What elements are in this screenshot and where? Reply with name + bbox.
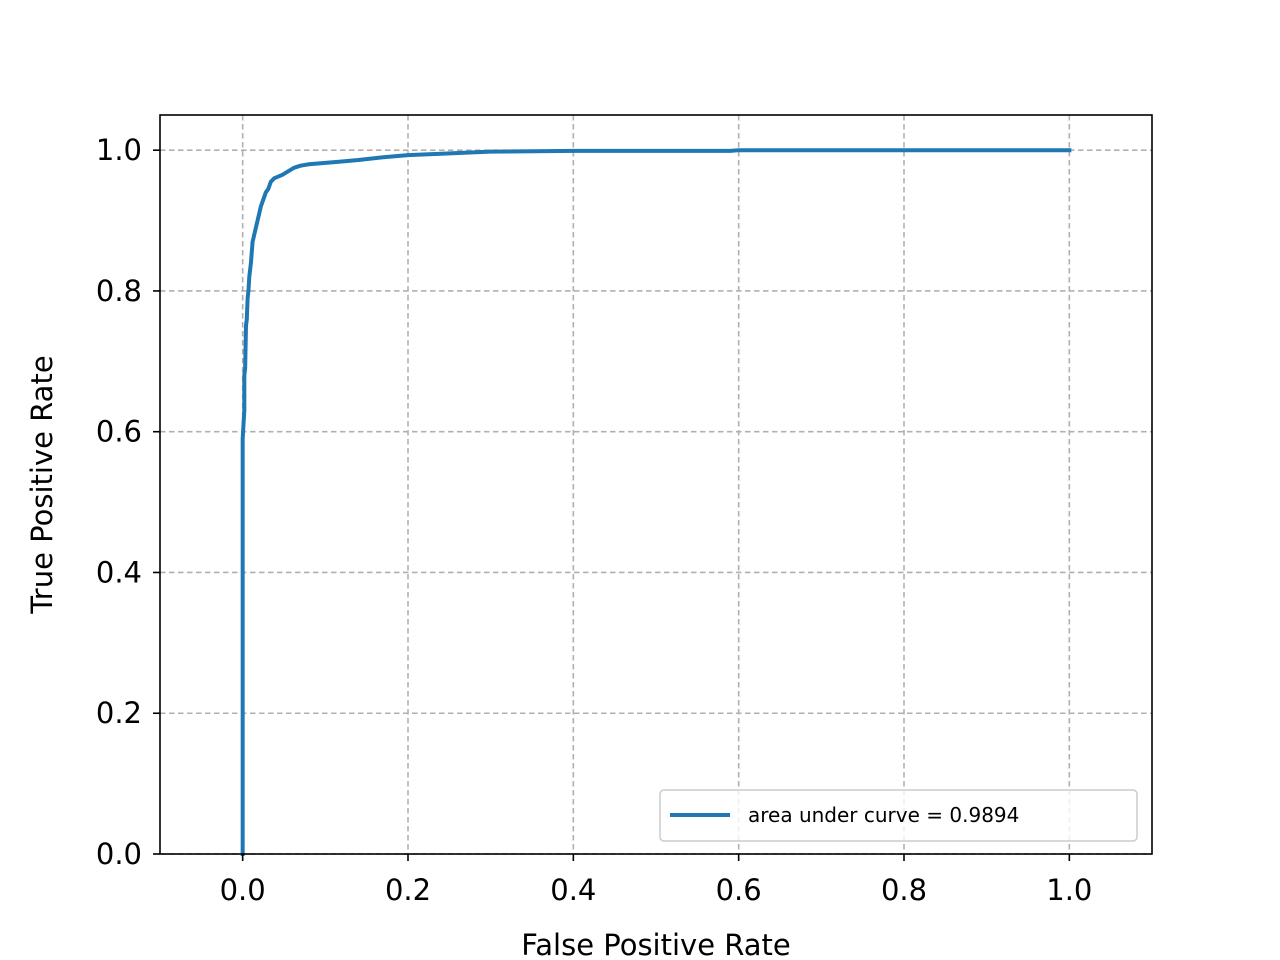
y-axis-label: True Positive Rate: [25, 355, 59, 614]
x-tick-label: 1.0: [1046, 873, 1092, 907]
x-tick-label: 0.4: [550, 873, 596, 907]
y-tick-label: 0.8: [96, 274, 142, 308]
legend-label: area under curve = 0.9894: [748, 803, 1019, 827]
y-tick-label: 0.2: [96, 696, 142, 730]
x-tick-label: 0.0: [220, 873, 266, 907]
legend-box: [659, 789, 1138, 842]
axis-ticks: 0.0 0.2 0.4 0.6 0.8 1.0 0.0 0.2 0.4 0.6 0.8 1.0: [96, 133, 1093, 907]
y-tick-label: 0.4: [96, 555, 142, 589]
x-axis-label: False Positive Rate: [521, 928, 791, 960]
plot-frame: [159, 114, 1153, 855]
y-tick-label: 0.6: [96, 415, 142, 449]
x-tick-label: 0.2: [385, 873, 431, 907]
y-tick-label: 0.0: [96, 837, 142, 871]
x-tick-label: 0.6: [716, 873, 762, 907]
series-group: [240, 148, 1072, 856]
roc-curve-line: [240, 148, 1072, 856]
grid-lines: [160, 115, 1152, 855]
legend: area under curve = 0.9894: [659, 789, 1138, 842]
y-tick-label: 1.0: [96, 133, 142, 167]
x-tick-label: 0.8: [881, 873, 927, 907]
